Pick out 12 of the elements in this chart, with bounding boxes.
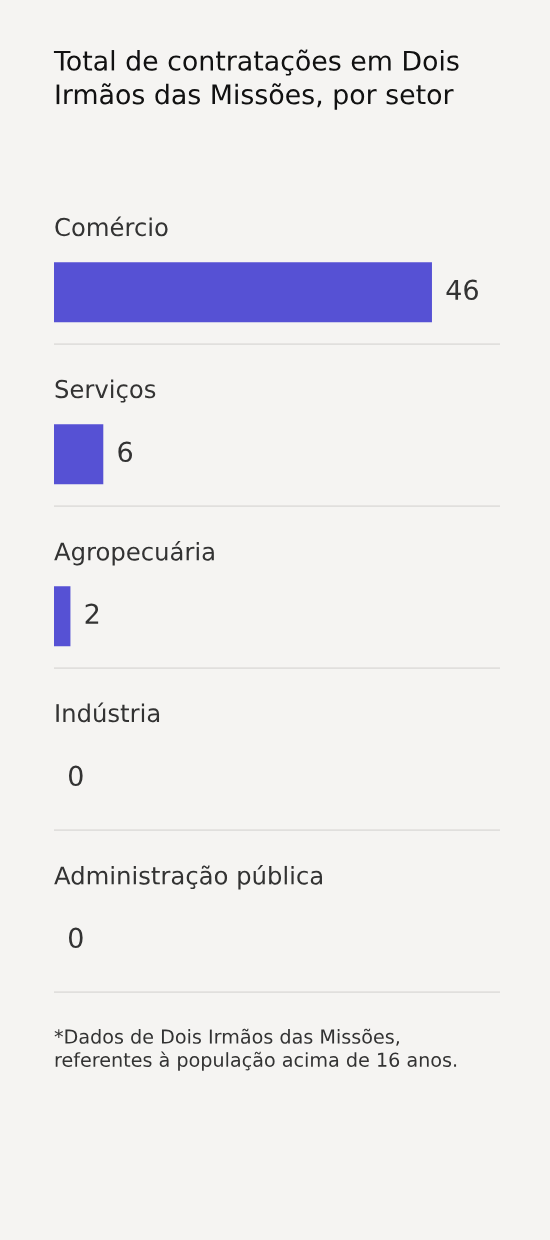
data-label: 2 — [85, 603, 99, 624]
data-label: 46 — [446, 279, 478, 301]
text: *Dados de Dois Irmãos das Missões, referentes à população acima de 16 anos. — [54, 1028, 457, 1071]
y-tick-label: Indústria — [56, 702, 160, 723]
y-tick-label: Administração pública — [54, 864, 322, 890]
y-tick-label: Comércio — [55, 216, 168, 237]
data-label: 0 — [68, 927, 83, 949]
chart-title: Total de contratações em Dois Irmãos das Missões, por setor — [53, 49, 459, 110]
y-tick-label: Serviços — [55, 379, 156, 403]
data-label: 6 — [118, 441, 133, 463]
data-label: 0 — [68, 765, 83, 787]
y-tick-label: Agropecuária — [54, 540, 214, 566]
